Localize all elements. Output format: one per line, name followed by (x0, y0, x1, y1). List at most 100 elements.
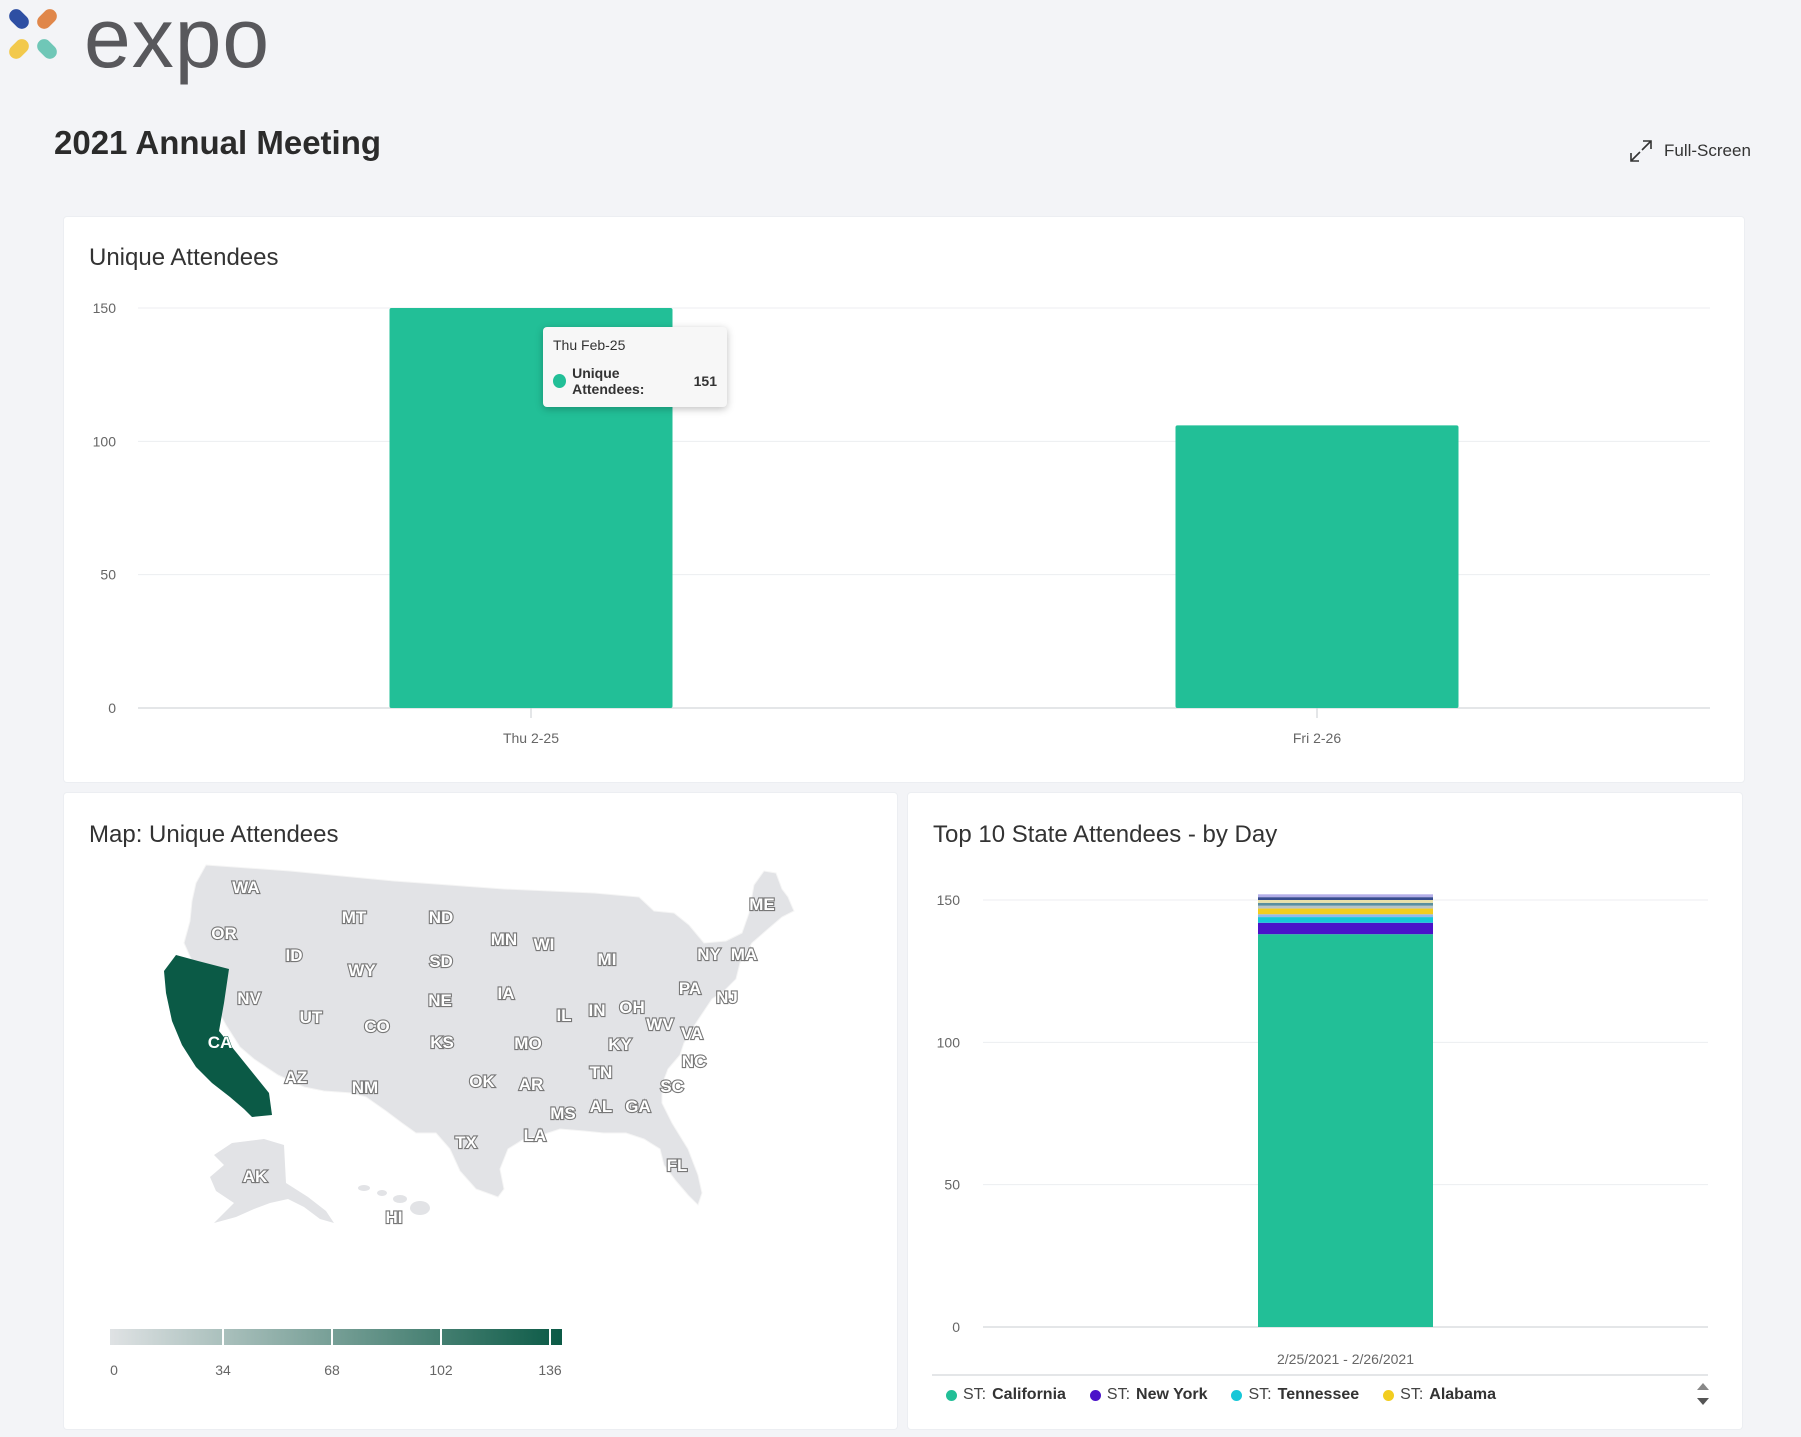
state-label-mt: MT (342, 908, 367, 927)
bar-segment (1258, 905, 1433, 909)
state-label-nd: ND (429, 908, 454, 927)
legend-dot-icon (1089, 1389, 1101, 1401)
bar-segment (1258, 902, 1433, 906)
state-label-mi: MI (598, 950, 617, 969)
state-label-id: ID (286, 946, 303, 965)
bar-segment (1258, 897, 1433, 900)
tooltip-value: 151 (693, 373, 717, 389)
state-label-sd: SD (429, 952, 453, 971)
bar-segment (1258, 908, 1433, 915)
legend-item[interactable]: ST: Alabama (1383, 1386, 1496, 1404)
legend-value: Tennessee (1277, 1386, 1360, 1403)
legend-value: Alabama (1429, 1386, 1496, 1403)
scale-tick-label: 0 (110, 1362, 118, 1378)
state-label-hi: HI (386, 1208, 403, 1227)
bar-segment (1258, 900, 1433, 903)
top10-chart: 0 50 100 150 2/25/2021 - 2/26/2021 (932, 892, 1708, 1376)
bar-segment (1258, 934, 1433, 1327)
scale-tick-label: 68 (324, 1362, 340, 1378)
state-label-ok: OK (469, 1072, 495, 1091)
y-tick-label: 100 (937, 1034, 961, 1050)
state-label-tn: TN (590, 1063, 613, 1082)
y-tick-label: 0 (952, 1319, 960, 1335)
y-tick-label: 0 (108, 700, 116, 716)
state-label-wy: WY (348, 961, 376, 980)
unique-attendees-title: Unique Attendees (89, 244, 279, 271)
hawaii-shape (358, 1185, 430, 1215)
us-map[interactable]: WA OR CA NV ID MT WY UT AZ CO NM ND SD NE KS OK TX MN IA MO… (64, 793, 897, 1429)
state-label-ne: NE (428, 991, 452, 1010)
legend-label: ST: (1400, 1386, 1424, 1403)
state-label-ak: AK (243, 1167, 268, 1186)
bar-segment (1258, 917, 1433, 923)
state-label-pa: PA (679, 979, 701, 998)
state-label-ks: KS (430, 1033, 454, 1052)
alaska-shape (210, 1139, 334, 1223)
state-label-oh: OH (619, 998, 645, 1017)
legend-item[interactable]: ST: California (946, 1386, 1066, 1404)
legend-item[interactable]: ST: Tennessee (1231, 1386, 1359, 1404)
page-title: 2021 Annual Meeting (54, 124, 382, 161)
legend-dot-icon (1383, 1389, 1395, 1401)
california-shape[interactable] (164, 955, 272, 1117)
brand-name: expo (84, 0, 271, 85)
top10-title: Top 10 State Attendees - by Day (933, 821, 1278, 848)
state-label-il: IL (556, 1006, 571, 1025)
state-label-ca: CA (208, 1033, 233, 1052)
state-label-me: ME (749, 895, 775, 914)
state-label-fl: FL (667, 1156, 688, 1175)
state-label-ia: IA (498, 984, 515, 1003)
state-label-nc: NC (682, 1052, 707, 1071)
legend-label: ST: (1248, 1386, 1272, 1403)
fullscreen-label: Full-Screen (1664, 141, 1751, 160)
legend-value: California (992, 1386, 1066, 1403)
expand-arrows-icon (1630, 140, 1652, 162)
tooltip-header: Thu Feb-25 (553, 337, 626, 353)
bar-segment (1258, 922, 1433, 935)
scale-gradient-bar (110, 1329, 562, 1345)
y-tick-label: 150 (93, 300, 117, 316)
y-tick-label: 50 (944, 1177, 960, 1193)
state-label-ga: GA (625, 1097, 651, 1116)
x-tick-label: 2/25/2021 - 2/26/2021 (1277, 1351, 1414, 1367)
legend-label: ST: (1106, 1386, 1131, 1403)
state-label-ms: MS (550, 1104, 576, 1123)
scale-tick-label: 102 (429, 1362, 453, 1378)
state-label-mn: MN (491, 930, 517, 949)
legend-scroll-arrows-icon[interactable] (1694, 1378, 1712, 1410)
bar (1175, 425, 1459, 708)
x-tick-label: Thu 2-25 (503, 730, 559, 746)
state-label-wa: WA (232, 878, 259, 897)
state-label-ut: UT (300, 1008, 323, 1027)
map-card: Map: Unique Attendees WA OR CA NV ID MT WY UT AZ… (64, 793, 897, 1429)
tooltip-row: Unique Attendees: 151 (553, 365, 717, 397)
bar-segment (1258, 894, 1433, 898)
scale-tick-label: 136 (538, 1362, 562, 1378)
expo-logo-mark-icon (9, 9, 57, 59)
state-label-in: IN (589, 1001, 606, 1020)
fullscreen-button[interactable]: Full-Screen (1628, 138, 1751, 164)
x-tick-label: Fri 2-26 (1293, 730, 1341, 746)
state-label-al: AL (590, 1097, 613, 1116)
scale-tick-label: 34 (215, 1362, 231, 1378)
y-tick-label: 150 (937, 892, 961, 908)
state-label-ar: AR (519, 1075, 544, 1094)
unique-attendees-card: Unique Attendees 0 50 100 150 Thu 2-25 Fri 2-… (64, 217, 1744, 782)
map-color-scale: 0 34 68 102 136 (110, 1329, 562, 1378)
legend-item[interactable]: ST: New York (1089, 1386, 1207, 1404)
state-label-mo: MO (514, 1034, 541, 1053)
top10-card: Top 10 State Attendees - by Day 0 50 100 15… (908, 793, 1742, 1429)
unique-attendees-chart: 0 50 100 150 Thu 2-25 Fri 2-26 (93, 300, 1710, 746)
y-tick-label: 50 (100, 567, 116, 583)
state-label-ma: MA (731, 945, 757, 964)
bar (389, 308, 673, 708)
state-label-la: LA (524, 1126, 547, 1145)
us-mainland-shape (183, 864, 795, 1206)
state-label-az: AZ (285, 1068, 308, 1087)
tooltip-series: Unique Attendees: (572, 365, 645, 397)
state-label-nm: NM (352, 1078, 378, 1097)
top10-legend: ST: California ST: New York ST: Tennessee ST: A… (946, 1386, 1496, 1404)
state-label-sc: SC (660, 1077, 684, 1096)
legend-label: ST: (963, 1386, 987, 1403)
state-label-tx: TX (455, 1133, 477, 1152)
